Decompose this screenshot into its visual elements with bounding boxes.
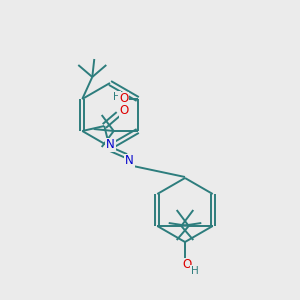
Text: H: H [191,266,199,276]
Text: H: H [113,92,121,102]
Text: N: N [125,154,134,167]
Text: O: O [120,104,129,118]
Text: N: N [106,139,115,152]
Text: O: O [182,259,192,272]
Text: O: O [119,92,128,106]
